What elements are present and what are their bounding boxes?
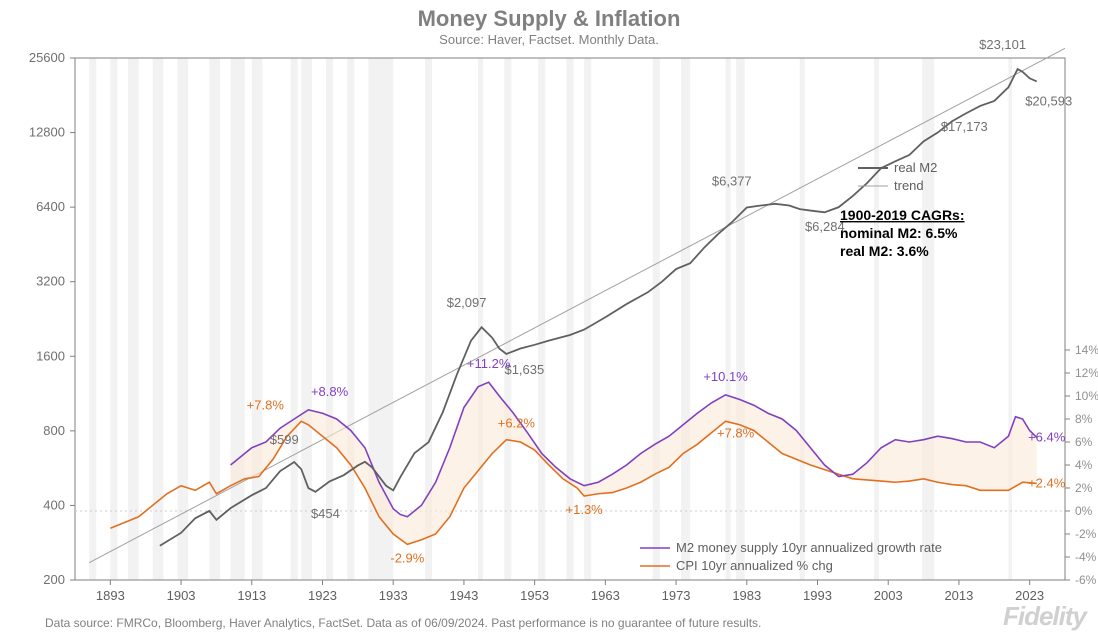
legend-label: M2 money supply 10yr annualized growth r… (676, 540, 942, 555)
recession-band (874, 58, 879, 580)
legend-label: real M2 (894, 160, 937, 175)
pct-label-cpi: +1.3% (566, 502, 604, 517)
x-tick: 1923 (308, 588, 337, 603)
y-right-tick: 14% (1075, 343, 1098, 357)
y-right-tick: 2% (1075, 481, 1093, 495)
x-tick: 1903 (167, 588, 196, 603)
pct-label-m2: +6.4% (1028, 429, 1066, 444)
recession-band (291, 58, 298, 580)
y-left-tick: 25600 (29, 50, 65, 65)
value-label: $454 (311, 506, 340, 521)
cagr-line: real M2: 3.6% (840, 243, 929, 259)
x-tick: 1933 (379, 588, 408, 603)
recession-band (736, 58, 744, 580)
chart-subtitle: Source: Haver, Factset. Monthly Data. (439, 32, 659, 47)
recession-band (301, 58, 312, 580)
x-tick: 2003 (874, 588, 903, 603)
x-tick: 1913 (237, 588, 266, 603)
recession-band (128, 58, 139, 580)
recession-band (726, 58, 731, 580)
recession-band (178, 58, 189, 580)
x-tick: 1893 (96, 588, 125, 603)
recession-band (347, 58, 354, 580)
pct-label-cpi: +2.4% (1028, 475, 1066, 490)
x-tick: 1973 (662, 588, 691, 603)
value-label: $1,635 (504, 362, 544, 377)
recession-band (504, 58, 511, 580)
y-left-tick: 200 (43, 572, 65, 587)
recession-band (326, 58, 333, 580)
x-tick: 1953 (520, 588, 549, 603)
watermark: Fidelity (1003, 601, 1086, 632)
chart-title: Money Supply & Inflation (418, 6, 681, 31)
chart-svg: 200 400 800 1600 3200 6400 12800 25600 -6% -4% -2%… (0, 0, 1098, 638)
x-tick: 1943 (449, 588, 478, 603)
pct-label-cpi: +7.8% (247, 397, 285, 412)
y-right-tick: 12% (1075, 366, 1098, 380)
y-right-tick: 0% (1075, 504, 1093, 518)
y-right-tick: -2% (1075, 527, 1097, 541)
chart-root: 200 400 800 1600 3200 6400 12800 25600 -6% -4% -2%… (0, 0, 1098, 638)
value-label: $2,097 (447, 295, 487, 310)
y-left-tick: 12800 (29, 125, 65, 140)
y-right-tick: 8% (1075, 412, 1093, 426)
y-right-tick: -6% (1075, 573, 1097, 587)
recession-band (1008, 58, 1012, 580)
cagr-line: nominal M2: 6.5% (840, 225, 958, 241)
cagr-line: 1900-2019 CAGRs: (840, 207, 965, 223)
y-left-tick: 1600 (36, 348, 65, 363)
y-left-tick: 400 (43, 497, 65, 512)
recession-band (681, 58, 690, 580)
recession-band (252, 58, 263, 580)
recession-band (89, 58, 96, 580)
pct-label-cpi: +7.8% (717, 425, 755, 440)
y-right-tick: -4% (1075, 550, 1097, 564)
legend-label: trend (894, 178, 924, 193)
value-label: $6,284 (805, 219, 845, 234)
x-tick: 2013 (944, 588, 973, 603)
recession-band (110, 58, 117, 580)
recession-band (478, 58, 483, 580)
recession-band (800, 58, 805, 580)
x-tick: 1983 (732, 588, 761, 603)
y-right-tick: 6% (1075, 435, 1093, 449)
value-label: $6,377 (712, 174, 752, 189)
value-label: $17,173 (941, 119, 988, 134)
recession-band (653, 58, 660, 580)
value-label: $20,593 (1025, 93, 1072, 108)
x-tick: 1993 (803, 588, 832, 603)
footer-text: Data source: FMRCo, Bloomberg, Haver Ana… (45, 616, 761, 630)
pct-label-m2: +10.1% (703, 369, 748, 384)
legend-label: CPI 10yr annualized % chg (676, 558, 833, 573)
pct-label-cpi: +6.2% (498, 416, 536, 431)
y-left-tick: 800 (43, 423, 65, 438)
pct-label-m2: +8.8% (311, 384, 349, 399)
y-right-tick: 10% (1075, 389, 1098, 403)
x-tick: 1963 (591, 588, 620, 603)
y-left-tick: 6400 (36, 199, 65, 214)
pct-label-cpi: -2.9% (390, 550, 424, 565)
value-label: $23,101 (979, 37, 1026, 52)
y-left-tick: 3200 (36, 274, 65, 289)
recession-band (209, 58, 220, 580)
y-right-tick: 4% (1075, 458, 1093, 472)
pct-label-m2: +11.2% (467, 356, 511, 371)
value-label: $599 (270, 432, 299, 447)
recession-band (538, 58, 545, 580)
